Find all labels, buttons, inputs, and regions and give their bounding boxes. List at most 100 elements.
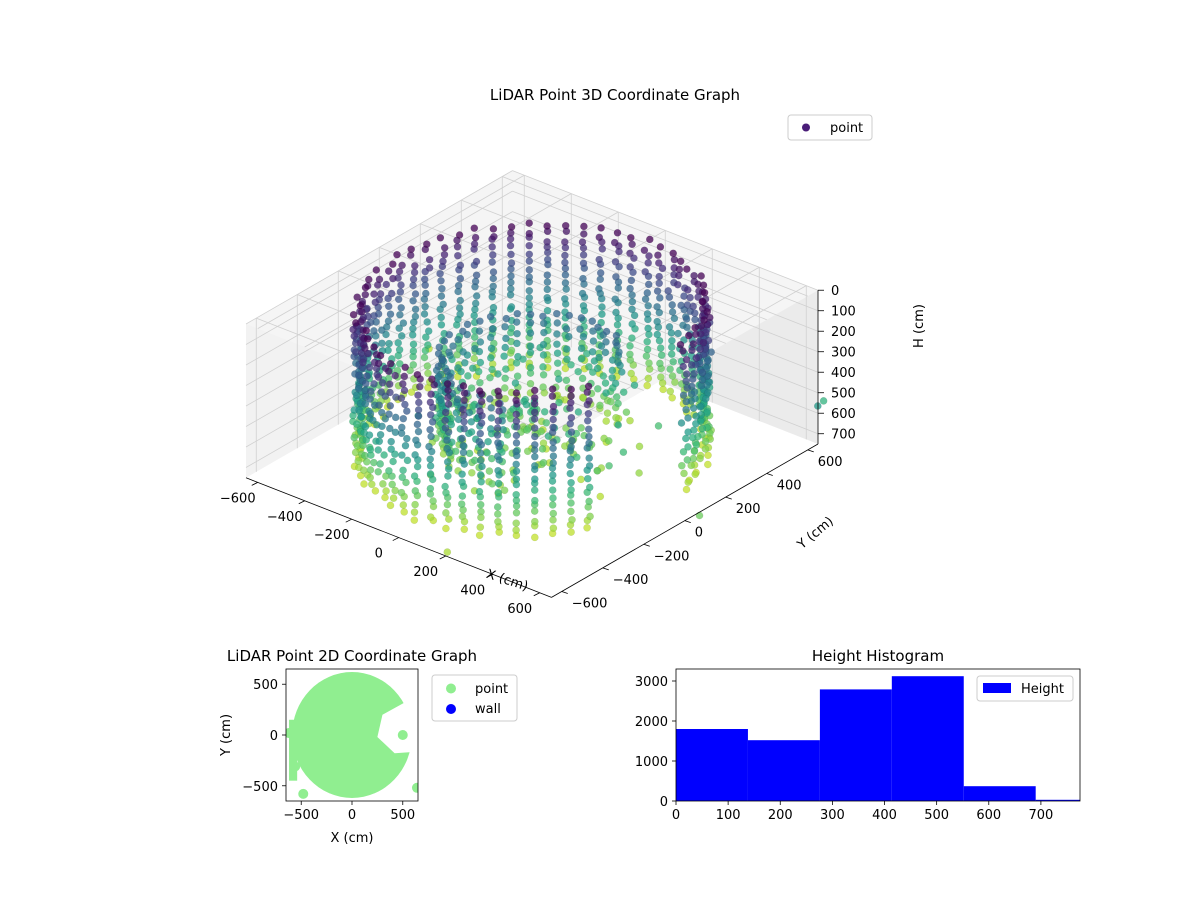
lidar-point-3d xyxy=(402,407,411,415)
chart-hist-legend-swatch xyxy=(983,683,1011,693)
point-outlier xyxy=(286,727,295,738)
lidar-point-3d xyxy=(486,425,495,433)
lidar-point-3d xyxy=(494,438,502,447)
lidar-point-3d xyxy=(456,261,465,270)
lidar-point-3d xyxy=(376,290,385,298)
lidar-point-3d xyxy=(363,334,372,343)
lidar-point-3d xyxy=(374,359,383,368)
y-tick xyxy=(807,449,814,453)
lidar-point-3d xyxy=(370,290,378,298)
lidar-point-3d xyxy=(443,500,452,509)
lidar-point-3d xyxy=(583,524,591,532)
lidar-point-3d xyxy=(357,413,365,421)
lidar-point-3d xyxy=(385,466,393,475)
lidar-point-3d xyxy=(376,430,385,439)
lidar-point-3d xyxy=(369,458,378,467)
chart-hist-legend-label: Height xyxy=(1021,682,1064,697)
lidar-point-3d xyxy=(460,417,468,426)
lidar-point-3d xyxy=(668,393,677,402)
lidar-point-3d xyxy=(414,412,423,420)
y-tick-label: 0 xyxy=(695,526,703,541)
lidar-point-3d xyxy=(349,310,358,319)
lidar-point-3d xyxy=(507,346,516,355)
lidar-point-3d xyxy=(440,337,449,345)
lidar-point-3d xyxy=(402,434,411,443)
lidar-point-3d xyxy=(523,426,531,434)
chart-hist-title: Height Histogram xyxy=(812,647,944,665)
lidar-point-3d xyxy=(354,457,363,465)
x-tick-label: 400 xyxy=(872,808,897,823)
lidar-point-3d xyxy=(512,431,521,440)
lidar-point-3d xyxy=(476,317,484,326)
lidar-point-3d xyxy=(494,488,503,497)
lidar-point-3d xyxy=(376,351,385,360)
chart-3d-scatter: LiDAR Point 3D Coordinate Graph −600 −400… xyxy=(220,86,927,617)
lidar-point-3d xyxy=(362,326,371,335)
x-tick-label: 0 xyxy=(348,808,356,823)
y-tick xyxy=(725,496,732,500)
lidar-point-3d xyxy=(438,284,446,293)
lidar-point-3d xyxy=(374,446,383,454)
lidar-point-3d xyxy=(488,365,496,374)
chart-2d-ylabel: Y (cm) xyxy=(219,714,234,757)
x-tick-label: −200 xyxy=(314,528,350,543)
lidar-point-3d xyxy=(453,395,462,404)
lidar-point-3d xyxy=(689,340,698,348)
lidar-point-3d xyxy=(507,223,516,231)
lidar-point-3d xyxy=(396,310,404,319)
lidar-point-3d xyxy=(410,268,419,277)
lidar-point-3d xyxy=(443,367,451,376)
lidar-point-3d xyxy=(537,427,546,436)
lidar-point-3d xyxy=(628,240,636,249)
lidar-point-3d xyxy=(442,488,450,497)
y-tick-label: −600 xyxy=(572,596,608,611)
lidar-point-3d xyxy=(359,466,368,475)
lidar-point-3d xyxy=(367,480,376,489)
lidar-point-3d xyxy=(553,340,561,349)
lidar-point-3d xyxy=(549,516,557,524)
lidar-point-3d xyxy=(580,230,588,238)
lidar-point-3d xyxy=(489,274,498,283)
lidar-point-3d xyxy=(665,323,674,331)
lidar-point-3d xyxy=(565,311,574,320)
lidar-point-3d xyxy=(513,309,522,318)
lidar-point-3d xyxy=(688,346,696,355)
lidar-point-3d xyxy=(411,487,420,495)
lidar-point-3d xyxy=(464,372,472,380)
lidar-point-3d xyxy=(426,410,435,419)
chart-3d-ylabel: Y (cm) xyxy=(794,514,837,553)
lidar-point-3d xyxy=(513,339,521,348)
lidar-point-3d xyxy=(384,317,393,325)
lidar-point-3d xyxy=(507,278,515,287)
chart-2d-legend-marker-wall xyxy=(446,704,456,714)
lidar-point-3d xyxy=(698,424,707,433)
lidar-point-3d xyxy=(425,264,434,272)
lidar-point-3d xyxy=(446,373,455,381)
lidar-point-3d xyxy=(512,410,521,419)
lidar-point-3d xyxy=(439,257,447,266)
lidar-point-3d xyxy=(610,238,619,247)
histogram-bar xyxy=(819,689,892,801)
grid-z-back xyxy=(512,170,819,291)
lidar-point-3d xyxy=(394,295,403,304)
lidar-point-3d xyxy=(501,374,510,383)
lidar-point-3d xyxy=(602,417,611,425)
lidar-point-3d xyxy=(494,370,502,378)
lidar-point-3d xyxy=(352,420,361,429)
lidar-point-3d xyxy=(423,341,432,349)
lidar-point-3d xyxy=(449,342,457,350)
lidar-point-3d xyxy=(611,257,620,266)
lidar-point-3d xyxy=(409,324,417,333)
lidar-point-3d xyxy=(386,401,395,410)
lidar-point-3d xyxy=(677,419,686,427)
lidar-point-3d xyxy=(679,447,688,456)
lidar-point-3d xyxy=(375,401,384,410)
z-tick-label: 600 xyxy=(831,407,856,422)
lidar-point-3d xyxy=(464,429,473,438)
lidar-point-3d xyxy=(442,509,450,517)
lidar-point-3d xyxy=(691,315,699,324)
lidar-point-3d xyxy=(470,344,479,353)
lidar-point-3d xyxy=(530,393,539,402)
lidar-point-3d xyxy=(553,309,561,318)
